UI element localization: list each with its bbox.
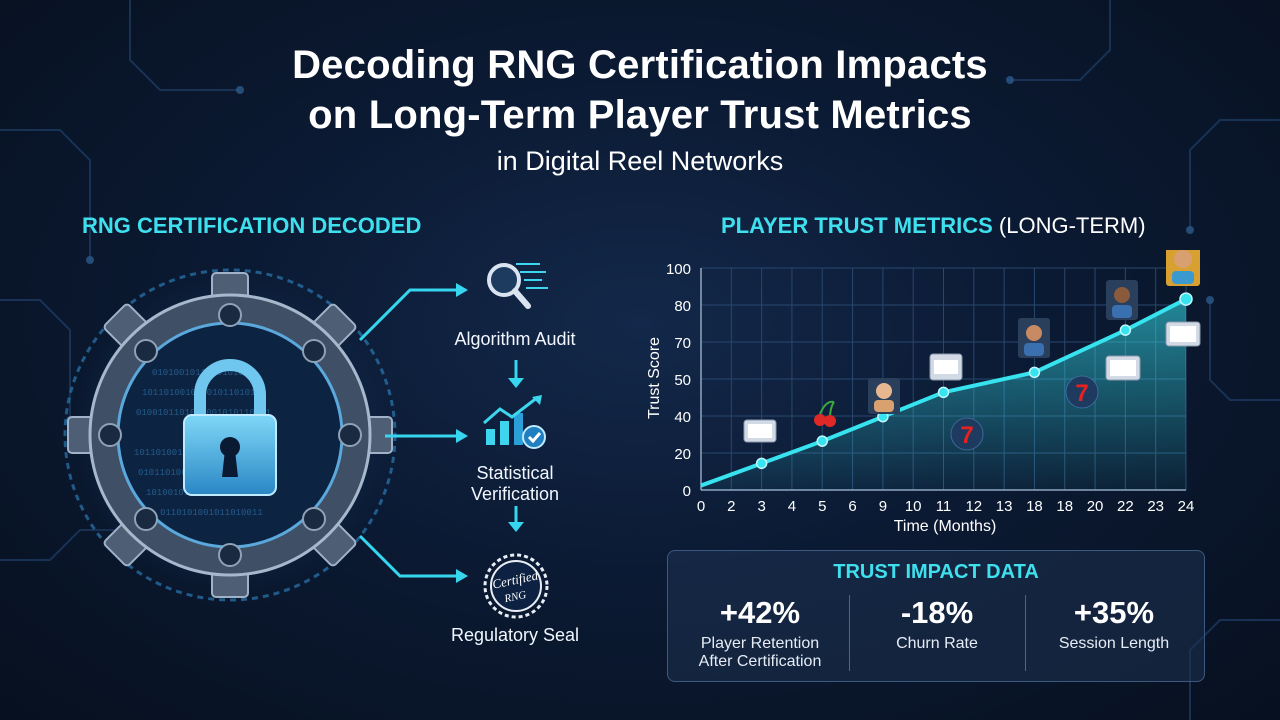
x-axis-label: Time (Months) <box>894 518 997 535</box>
title-line-1: Decoding RNG Certification Impacts <box>292 43 988 87</box>
slot-reel-icon <box>1105 355 1141 381</box>
padlock-icon <box>183 359 277 496</box>
x-tick-label: 24 <box>1178 498 1195 515</box>
x-tick-label: 2 <box>727 498 735 515</box>
metric-label: Churn Rate <box>896 635 978 652</box>
metric-divider <box>849 595 850 671</box>
arrow-to-audit <box>358 288 458 342</box>
chart-check-icon <box>483 395 546 449</box>
slot-reel-icon <box>929 353 963 381</box>
trust-section-heading: PLAYER TRUST METRICS (LONG-TERM) <box>721 213 1146 239</box>
metric-churn-rate: -18% Churn Rate <box>853 595 1021 653</box>
step-3-label: Regulatory Seal <box>450 625 580 645</box>
metric-value: +42% <box>719 595 801 630</box>
metric-player-retention: +42% Player Retention After Certificatio… <box>676 595 844 671</box>
y-tick-label: 0 <box>683 483 691 500</box>
trust-impact-panel: TRUST IMPACT DATA +42% Player Retention … <box>667 550 1205 682</box>
step-statistical-verification: Statistical Verification <box>425 463 605 505</box>
x-tick-labels: 0 2 3 4 5 6 9 10 11 12 13 18 18 20 22 23 24 <box>697 498 1195 515</box>
step-1-label: Algorithm Audit <box>454 329 576 349</box>
step-2-label-line1: Statistical <box>476 463 554 483</box>
trust-heading-suffix: (LONG-TERM) <box>998 213 1146 238</box>
y-tick-label: 40 <box>674 409 691 426</box>
x-tick-label: 20 <box>1087 498 1104 515</box>
lucky-seven-icon: 7 <box>1065 375 1099 409</box>
x-tick-label: 12 <box>965 498 982 515</box>
data-point <box>937 386 950 399</box>
slot-reel-icon <box>743 419 777 443</box>
rng-section-heading: RNG CERTIFICATION DECODED <box>82 213 422 238</box>
impact-title: TRUST IMPACT DATA <box>833 561 1039 583</box>
step-algorithm-audit: Algorithm Audit <box>425 329 605 350</box>
metric-session-length: +35% Session Length <box>1030 595 1198 653</box>
x-tick-label: 23 <box>1147 498 1164 515</box>
metric-value: +35% <box>1073 595 1155 630</box>
x-tick-label: 22 <box>1117 498 1134 515</box>
data-point <box>1119 324 1132 336</box>
svg-text:7: 7 <box>960 422 973 449</box>
y-tick-label: 80 <box>674 298 691 315</box>
data-point <box>755 457 768 470</box>
x-tick-label: 11 <box>936 498 952 515</box>
metric-divider <box>1025 595 1026 671</box>
avatar-icon <box>868 378 900 414</box>
svg-text:7: 7 <box>1075 380 1088 407</box>
title-line-2: on Long-Term Player Trust Metrics <box>308 93 972 137</box>
slot-reel-icon <box>1165 321 1201 347</box>
x-tick-label: 6 <box>848 498 856 515</box>
cherry-icon <box>814 400 836 427</box>
avatar-icon <box>1166 250 1200 286</box>
y-tick-label: 20 <box>674 446 691 463</box>
x-tick-label: 3 <box>757 498 765 515</box>
metric-label-line2: After Certification <box>698 653 822 670</box>
trust-line <box>700 297 1187 488</box>
chart-decorations: 7 7 <box>743 250 1201 451</box>
y-axis-label: Trust Score <box>646 337 663 419</box>
page-subtitle: in Digital Reel Networks <box>496 146 784 176</box>
x-tick-label: 4 <box>788 498 796 515</box>
data-point <box>816 435 828 447</box>
magnifier-code-icon <box>487 263 548 309</box>
x-tick-label: 5 <box>818 498 826 515</box>
x-tick-label: 18 <box>1026 498 1043 515</box>
y-tick-label: 100 <box>666 261 691 278</box>
certified-seal-icon: Certified RNG <box>483 553 549 619</box>
data-point <box>1028 366 1041 379</box>
y-tick-label: 70 <box>674 335 691 352</box>
metric-label: Session Length <box>1058 635 1170 652</box>
svg-text:0110101001011010011: 0110101001011010011 <box>160 508 263 518</box>
data-point <box>1179 292 1193 306</box>
x-tick-label: 18 <box>1056 498 1073 515</box>
flow-arrows <box>358 283 524 583</box>
metric-value: -18% <box>900 595 974 630</box>
lucky-seven-icon: 7 <box>950 417 984 451</box>
y-tick-label: 50 <box>674 372 691 389</box>
x-tick-label: 13 <box>996 498 1013 515</box>
seal-text-rng: RNG <box>502 589 527 606</box>
avatar-icon <box>1106 280 1138 320</box>
page-title: Decoding RNG Certification Impacts on Lo… <box>0 40 1280 140</box>
x-tick-label: 9 <box>879 498 887 515</box>
metric-label: Player Retention <box>700 635 820 652</box>
step-regulatory-seal: Regulatory Seal <box>425 625 605 646</box>
x-tick-label: 0 <box>697 498 705 515</box>
trust-heading-main: PLAYER TRUST METRICS <box>721 213 993 238</box>
arrow-to-seal <box>358 534 458 578</box>
step-2-label-line2: Verification <box>470 484 560 504</box>
x-tick-label: 10 <box>905 498 922 515</box>
gear-lock-illustration: 0101001011100101011 10110100101001011010… <box>60 260 405 610</box>
avatar-icon <box>1018 318 1050 358</box>
y-tick-labels: 0 20 40 50 70 80 100 <box>666 261 691 500</box>
